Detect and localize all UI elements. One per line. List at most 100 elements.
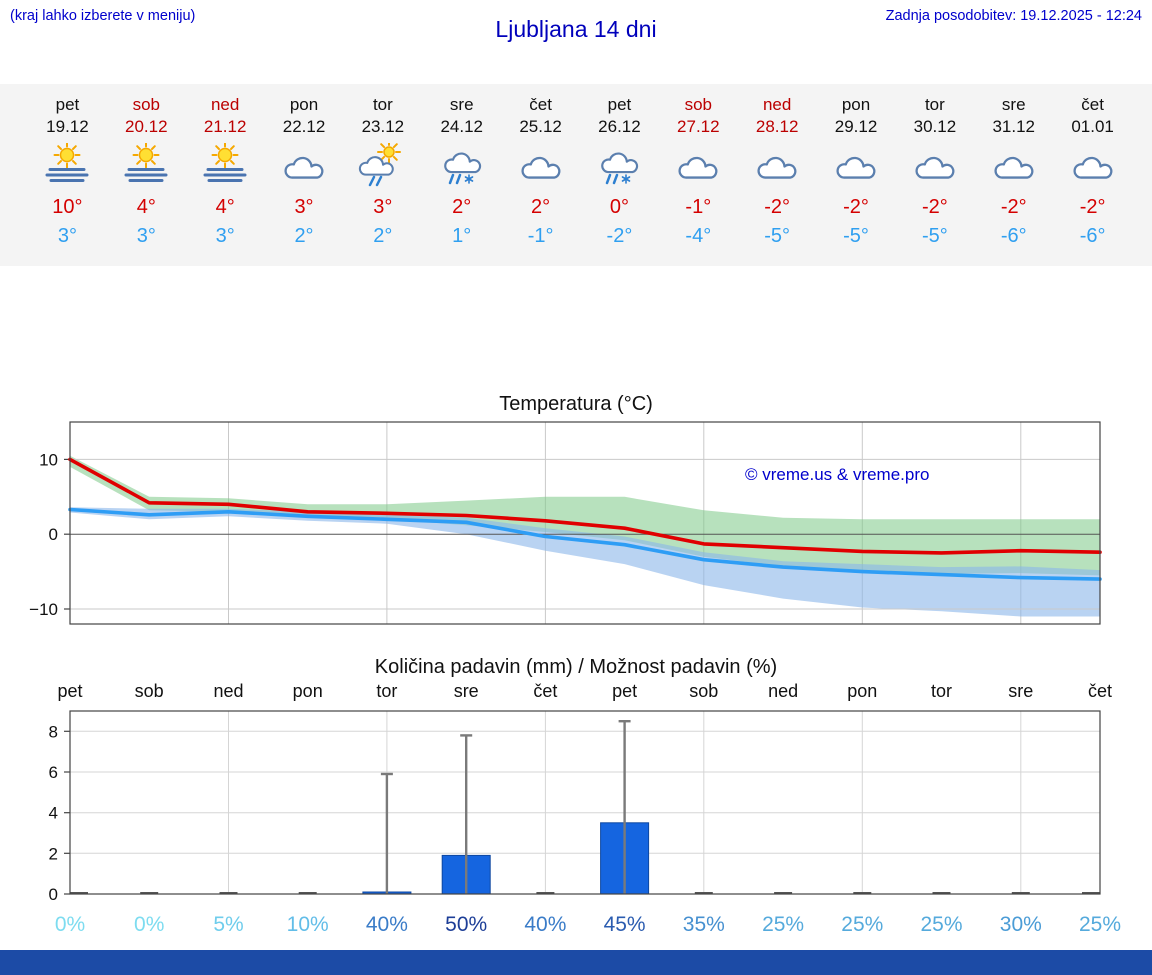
y-tick-label: 4 — [49, 804, 58, 823]
zero-precip-mark — [140, 892, 159, 894]
day-name: ned — [762, 95, 792, 114]
forecast-day: sob 20.12 4° 3° — [107, 94, 186, 248]
day-date: 01.01 — [1071, 117, 1114, 136]
temp-max: 0° — [609, 196, 629, 218]
precip-probability: 50% — [445, 913, 487, 936]
zero-precip-mark — [853, 892, 872, 894]
sun-rain-icon — [343, 142, 422, 188]
forecast-day: ned 21.12 4° 3° — [186, 94, 265, 248]
y-tick-label: 0 — [49, 885, 58, 904]
temp-max: -2° — [843, 196, 869, 218]
cloud-icon — [895, 142, 974, 188]
day-name: sob — [684, 95, 713, 114]
forecast-day: pon 22.12 3° 2° — [265, 94, 344, 248]
temp-min: -6° — [1079, 225, 1106, 247]
precip-probability: 5% — [213, 913, 243, 936]
day-name: tor — [372, 95, 393, 114]
cloud-icon — [738, 142, 817, 188]
sun-fog-icon-svg — [124, 143, 168, 182]
forecast-day: čet 01.01 -2° -6° — [1053, 94, 1132, 248]
cloud-icon — [1053, 142, 1132, 188]
precip-day-label: pon — [293, 681, 323, 701]
cloud-icon-svg — [1073, 156, 1113, 179]
zero-precip-mark — [1011, 892, 1030, 894]
sun-fog-icon — [107, 142, 186, 188]
y-tick-label: 6 — [49, 763, 58, 782]
day-name: tor — [924, 95, 945, 114]
forecast-day: ned 28.12 -2° -5° — [738, 94, 817, 248]
temp-min: -1° — [527, 225, 554, 247]
day-date: 20.12 — [125, 117, 168, 136]
day-date: 26.12 — [598, 117, 641, 136]
precip-day-label: sob — [135, 681, 164, 701]
day-name: ned — [210, 95, 240, 114]
sun-rain-icon-svg — [358, 143, 401, 187]
cloud-icon — [817, 142, 896, 188]
temperature-chart-svg: 10 0 −10 © vreme.us & vreme.pro — [29, 421, 1102, 625]
header: (kraj lahko izberete v meniju) Ljubljana… — [0, 0, 1152, 56]
precipitation-chart-svg: pet sob ned pon tor sre čet pet sob ned pon tor sre č… — [49, 681, 1121, 936]
temp-max: -1° — [685, 196, 712, 218]
temp-min: -4° — [685, 225, 712, 247]
temp-min: -5° — [764, 225, 791, 247]
day-name: pet — [607, 95, 632, 114]
forecast-day: pet 26.12 0° -2° — [580, 94, 659, 248]
day-date: 24.12 — [440, 117, 483, 136]
cloud-icon-svg — [284, 156, 324, 179]
bottom-bar — [0, 950, 1152, 975]
precip-day-label: pet — [612, 681, 637, 701]
day-name: čet — [529, 95, 552, 114]
sun-fog-icon-svg — [203, 143, 247, 182]
sleet-icon — [580, 142, 659, 188]
temp-min: 1° — [452, 225, 472, 247]
sun-fog-icon — [186, 142, 265, 188]
precip-day-label: ned — [768, 681, 798, 701]
zero-precip-mark — [1082, 892, 1100, 894]
day-date: 29.12 — [834, 117, 878, 136]
precipitation-chart-title: Količina padavin (mm) / Možnost padavin … — [374, 656, 778, 678]
cloud-icon — [974, 142, 1053, 188]
forecast-day: tor 30.12 -2° -5° — [895, 94, 974, 248]
precip-day-label: sre — [454, 681, 479, 701]
sleet-icon-svg — [443, 152, 481, 185]
temp-min: -6° — [1000, 225, 1027, 247]
y-tick-label: 0 — [49, 525, 58, 544]
precip-day-label: tor — [376, 681, 397, 701]
cloud-icon-svg — [521, 156, 560, 179]
precip-probability: 25% — [841, 913, 883, 936]
temp-min: -2° — [606, 225, 633, 247]
temp-min-line — [68, 507, 1102, 581]
zero-precip-mark — [219, 892, 238, 894]
temperature-section: Temperatura (°C) 10 0 −10 © vreme.us & vrem… — [0, 392, 1152, 637]
temp-max: -2° — [921, 196, 948, 218]
day-date: 23.12 — [361, 117, 405, 136]
temperature-chart: 10 0 −10 © vreme.us & vreme.pro — [0, 416, 1152, 637]
temp-max: 4° — [136, 196, 156, 218]
temp-max: -2° — [1079, 196, 1106, 218]
precip-day-label: pet — [57, 681, 82, 701]
temp-min: -5° — [843, 225, 869, 247]
precipitation-section: Količina padavin (mm) / Možnost padavin … — [0, 655, 1152, 952]
zero-precip-mark — [536, 892, 555, 894]
precip-day-label: pon — [847, 681, 877, 701]
y-tick-label: −10 — [29, 600, 58, 619]
cloud-icon-svg — [678, 156, 718, 179]
cloud-icon-svg — [994, 156, 1034, 179]
day-name: čet — [1081, 95, 1104, 114]
cloud-icon-svg — [757, 156, 797, 179]
forecast-day: sre 31.12 -2° -6° — [974, 94, 1053, 248]
temp-max: 2° — [531, 196, 551, 218]
zero-precip-mark — [70, 892, 88, 894]
min-range-band — [70, 507, 1100, 617]
cloud-icon — [501, 142, 580, 188]
temp-max: -2° — [764, 196, 791, 218]
y-tick-label: 10 — [39, 450, 58, 469]
forecast-day: tor 23.12 3° 2° — [343, 94, 422, 248]
temp-max: 4° — [215, 196, 235, 218]
day-name: pet — [55, 95, 80, 114]
precip-probability: 40% — [524, 913, 566, 936]
forecast-day: sre 24.12 2° 1° — [422, 94, 501, 248]
temp-min: 3° — [136, 225, 156, 247]
day-name: sre — [1001, 95, 1026, 114]
